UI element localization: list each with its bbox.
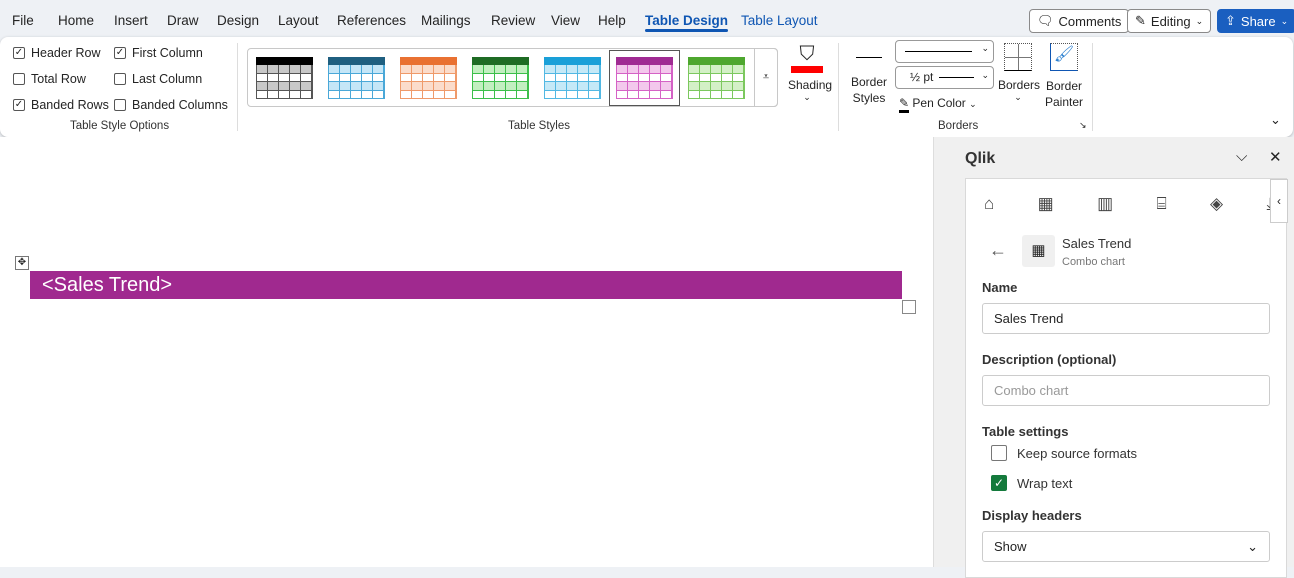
border-painter-button[interactable]: 🖌 Border Painter bbox=[1043, 43, 1085, 110]
chevron-down-icon: ⌄ bbox=[1280, 15, 1289, 26]
document-canvas[interactable]: ✥ <Sales Trend> bbox=[0, 137, 933, 567]
table-style-thumbnail[interactable] bbox=[544, 57, 601, 99]
pen-color-button[interactable]: ✎ Pen Color ⌄ bbox=[899, 96, 977, 113]
table-header-cell[interactable]: <Sales Trend> bbox=[30, 271, 902, 299]
editing-button[interactable]: ✎ Editing ⌄ bbox=[1127, 9, 1212, 33]
tab-mailings[interactable]: Mailings bbox=[421, 13, 471, 28]
share-button[interactable]: ⇪ Share ⌄ bbox=[1217, 9, 1294, 33]
checkbox[interactable] bbox=[114, 73, 126, 85]
tab-view[interactable]: View bbox=[551, 13, 581, 28]
group-label: Table Style Options bbox=[70, 120, 170, 132]
collapse-nav-button[interactable]: ‹ bbox=[1270, 179, 1288, 223]
group-label: Borders bbox=[938, 120, 979, 132]
option-header-row[interactable]: ✓ Header Row bbox=[13, 46, 101, 60]
chevron-down-icon[interactable]: ⌵ bbox=[1236, 148, 1248, 165]
qlik-pane: Qlik ⌵ ✕ ⌂▦▥⌸◈⤓ ‹ ← ▦ Sales Trend Combo … bbox=[933, 137, 1294, 578]
table-resize-handle[interactable] bbox=[902, 300, 916, 314]
chevron-down-icon: ⌄ bbox=[1247, 538, 1258, 554]
checkbox[interactable] bbox=[114, 99, 126, 111]
variable-icon[interactable]: ⌸ bbox=[1156, 194, 1167, 213]
group-label: Table Styles bbox=[508, 120, 571, 132]
share-icon: ⇪ bbox=[1225, 13, 1236, 28]
wrap-text-checkbox[interactable]: ✓ Wrap text bbox=[991, 475, 1072, 491]
table-icon[interactable]: ▦ bbox=[1037, 194, 1054, 213]
layers-icon[interactable]: ◈ bbox=[1210, 194, 1224, 213]
tab-review[interactable]: Review bbox=[491, 13, 536, 28]
option-banded-rows[interactable]: ✓ Banded Rows bbox=[13, 98, 109, 112]
gallery-more-button[interactable]: ⩡ bbox=[754, 48, 778, 107]
name-input[interactable]: Sales Trend bbox=[982, 303, 1270, 334]
checkbox[interactable]: ✓ bbox=[13, 99, 25, 111]
chevron-down-icon: ⌄ bbox=[803, 92, 811, 102]
home-icon[interactable]: ⌂ bbox=[984, 194, 995, 213]
table-style-thumbnail[interactable] bbox=[400, 57, 457, 99]
pane-title: Qlik bbox=[965, 150, 996, 167]
tab-layout[interactable]: Layout bbox=[278, 13, 319, 28]
comment-icon: 🗨 bbox=[1037, 13, 1054, 28]
tab-table-layout[interactable]: Table Layout bbox=[741, 13, 818, 28]
option-first-column[interactable]: ✓ First Column bbox=[114, 46, 203, 60]
line-style-icon bbox=[856, 57, 882, 58]
table-styles-gallery bbox=[247, 48, 778, 107]
description-input[interactable]: Combo chart bbox=[982, 375, 1270, 406]
table-icon: ▦ bbox=[1022, 235, 1055, 267]
borders-button[interactable]: Borders ⌄ bbox=[998, 43, 1040, 103]
tab-file[interactable]: File bbox=[12, 13, 34, 28]
shading-color-swatch bbox=[791, 66, 823, 73]
close-icon[interactable]: ✕ bbox=[1269, 149, 1282, 166]
collapse-ribbon-icon[interactable]: ⌄ bbox=[1270, 112, 1281, 127]
tab-design[interactable]: Design bbox=[217, 13, 260, 28]
line-weight-dropdown[interactable]: ½ pt ⌄ bbox=[895, 66, 994, 89]
back-arrow-icon[interactable]: ← bbox=[989, 240, 1007, 260]
comments-button[interactable]: 🗨 Comments bbox=[1029, 9, 1130, 33]
table-style-thumbnail[interactable] bbox=[688, 57, 745, 99]
line-style-dropdown[interactable]: ⌄ bbox=[895, 40, 994, 63]
borders-grid-icon bbox=[1004, 43, 1032, 71]
table-move-handle-icon[interactable]: ✥ bbox=[15, 256, 29, 270]
keep-source-formats-checkbox[interactable]: Keep source formats bbox=[991, 445, 1137, 461]
dialog-launcher-icon[interactable]: ↘ bbox=[1079, 120, 1087, 130]
checkbox[interactable] bbox=[13, 73, 25, 85]
border-styles-button[interactable]: Border Styles bbox=[848, 47, 890, 106]
paint-bucket-icon: ⛉ bbox=[799, 43, 815, 65]
tab-references[interactable]: References bbox=[337, 13, 407, 28]
tab-table-design[interactable]: Table Design bbox=[645, 13, 729, 32]
divider bbox=[1092, 43, 1093, 131]
pen-icon: ✎ bbox=[899, 96, 910, 113]
display-headers-select[interactable]: Show ⌄ bbox=[982, 531, 1270, 562]
chart-icon[interactable]: ▥ bbox=[1097, 194, 1114, 213]
table-style-thumbnail[interactable] bbox=[256, 57, 313, 99]
checkbox[interactable]: ✓ bbox=[114, 47, 126, 59]
border-painter-icon: 🖌 bbox=[1050, 43, 1078, 71]
option-last-column[interactable]: Last Column bbox=[114, 72, 202, 86]
tab-insert[interactable]: Insert bbox=[114, 13, 148, 28]
shading-button[interactable]: ⛉ Shading ⌄ bbox=[788, 43, 833, 102]
tab-home[interactable]: Home bbox=[58, 13, 95, 28]
checkbox[interactable]: ✓ bbox=[13, 47, 25, 59]
divider bbox=[237, 43, 238, 131]
ribbon: ✓ Header Row ✓ First Column Total Row Last Co… bbox=[0, 37, 1293, 137]
tab-draw[interactable]: Draw bbox=[167, 13, 199, 28]
option-total-row[interactable]: Total Row bbox=[13, 72, 86, 86]
pencil-icon: ✎ bbox=[1135, 13, 1146, 28]
table-style-thumbnail[interactable] bbox=[328, 57, 385, 99]
chevron-down-icon: ⌄ bbox=[1195, 15, 1204, 26]
table-style-thumbnail[interactable] bbox=[609, 50, 680, 106]
option-banded-columns[interactable]: Banded Columns bbox=[114, 98, 228, 112]
divider bbox=[838, 43, 839, 131]
table-style-thumbnail[interactable] bbox=[472, 57, 529, 99]
tab-help[interactable]: Help bbox=[598, 13, 626, 28]
qlik-card: ⌂▦▥⌸◈⤓ ‹ ← ▦ Sales Trend Combo chart Nam… bbox=[965, 178, 1288, 578]
